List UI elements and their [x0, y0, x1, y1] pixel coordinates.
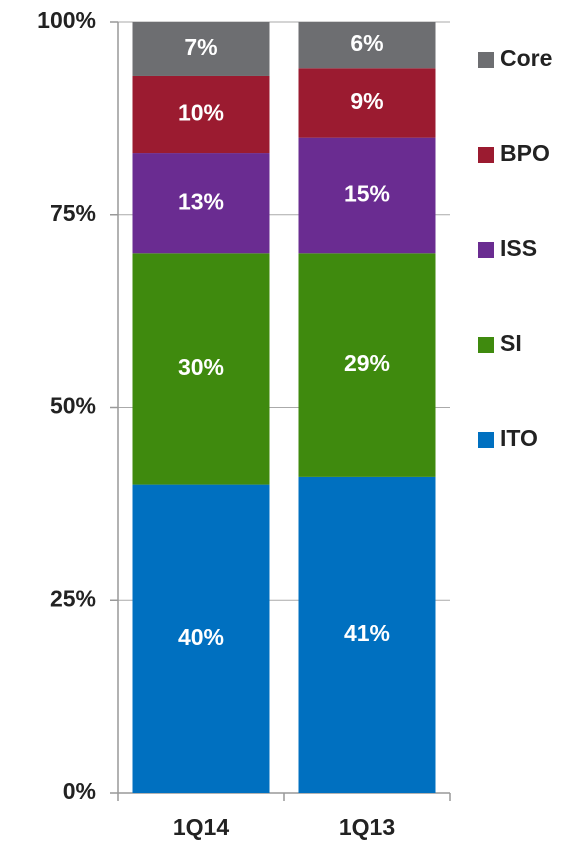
legend-label: ITO [500, 425, 538, 451]
bar-segment [132, 484, 270, 793]
bar-segment [298, 68, 436, 138]
bar-segment [298, 253, 436, 477]
y-tick-label: 75% [50, 200, 96, 226]
legend-swatch [478, 242, 494, 258]
legend-label: BPO [500, 140, 550, 166]
y-tick-label: 100% [37, 7, 96, 33]
legend-label: SI [500, 330, 522, 356]
bar-segment [298, 22, 436, 69]
data-label: 9% [350, 88, 383, 114]
data-label: 15% [344, 181, 390, 207]
bar-segment [132, 153, 270, 254]
data-label: 29% [344, 350, 390, 376]
legend-label: Core [500, 45, 552, 71]
x-tick-label: 1Q14 [173, 814, 229, 840]
y-tick-label: 50% [50, 393, 96, 419]
legend-swatch [478, 147, 494, 163]
x-tick-label: 1Q13 [339, 814, 395, 840]
bar-segment [298, 137, 436, 254]
data-label: 6% [350, 30, 383, 56]
y-tick-label: 25% [50, 585, 96, 611]
legend-swatch [478, 52, 494, 68]
legend-swatch [478, 432, 494, 448]
legend-label: ISS [500, 235, 537, 261]
bar-segment [132, 75, 270, 154]
data-label: 30% [178, 354, 224, 380]
data-label: 41% [344, 620, 390, 646]
data-label: 13% [178, 188, 224, 214]
y-tick-label: 0% [63, 778, 96, 804]
legend-swatch [478, 337, 494, 353]
bar-segment [132, 22, 270, 76]
data-label: 7% [184, 34, 217, 60]
bar-segment [132, 253, 270, 485]
data-label: 10% [178, 100, 224, 126]
data-label: 40% [178, 624, 224, 650]
bar-segment [298, 476, 436, 793]
